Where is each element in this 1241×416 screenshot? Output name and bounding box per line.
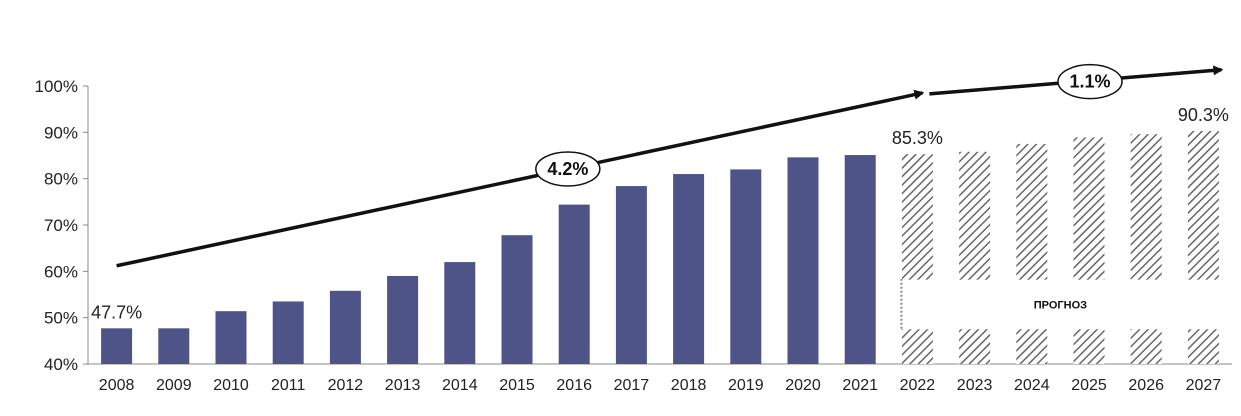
axes: 40% 50% 60% 70% 80% 90% 100% 2008 2009 2010 2011 20… xyxy=(35,77,1232,394)
x-tick-label: 2013 xyxy=(385,377,421,394)
forecast-bar xyxy=(901,154,933,364)
y-tick-label: 90% xyxy=(44,123,78,142)
bar xyxy=(387,275,419,364)
x-tick-label: 2021 xyxy=(842,377,878,394)
bar xyxy=(215,311,247,364)
bar xyxy=(730,169,762,364)
bar xyxy=(158,328,190,364)
y-tick-label: 60% xyxy=(44,262,78,281)
x-tick-label: 2024 xyxy=(1014,377,1050,394)
cagr-badge xyxy=(1057,63,1123,100)
x-tick-label: 2020 xyxy=(785,377,821,394)
forecast-band xyxy=(899,279,1221,330)
x-tick-label: 2011 xyxy=(271,377,306,394)
x-tick-label: 2023 xyxy=(957,377,993,394)
cagr-badge xyxy=(535,151,601,187)
x-tick-label: 2018 xyxy=(671,377,707,394)
x-tick-label: 2014 xyxy=(442,377,478,394)
data-label: 47.7% xyxy=(91,302,142,322)
bar xyxy=(673,174,705,364)
forecast-bar xyxy=(959,151,991,364)
x-tick-label: 2026 xyxy=(1128,377,1164,394)
y-tick-label: 100% xyxy=(35,77,78,96)
y-tick-label: 70% xyxy=(44,216,78,235)
x-tick-label: 2019 xyxy=(728,377,764,394)
x-tick-label: 2009 xyxy=(156,377,192,394)
x-tick-label: 2012 xyxy=(328,377,364,394)
cagr-label: 1.1% xyxy=(1069,72,1110,92)
y-tick-label: 50% xyxy=(44,309,78,328)
x-tick-label: 2008 xyxy=(99,377,135,394)
annotations: ПРОГНОЗ 47.7% 85.3% 90.3% 4.2% 1.1% xyxy=(91,63,1229,330)
data-label: 90.3% xyxy=(1178,105,1229,125)
forecast-band-edge xyxy=(900,279,903,330)
bar xyxy=(844,155,876,364)
bar xyxy=(272,301,304,364)
forecast-bar xyxy=(1130,134,1162,364)
x-tick-label: 2010 xyxy=(213,377,249,394)
bars xyxy=(101,130,1219,364)
bar xyxy=(615,186,647,364)
bar xyxy=(444,262,476,364)
data-label: 85.3% xyxy=(892,128,943,148)
forecast-bar xyxy=(1073,137,1105,364)
bar xyxy=(558,204,590,364)
x-tick-label: 2027 xyxy=(1186,377,1222,394)
y-tick-label: 40% xyxy=(44,355,78,374)
cagr-label: 4.2% xyxy=(547,159,588,179)
cagr-arrow xyxy=(116,89,925,268)
bar xyxy=(101,328,133,364)
forecast-bar xyxy=(1016,143,1048,364)
x-tick-label: 2015 xyxy=(499,377,535,394)
bar xyxy=(329,290,361,364)
x-tick-label: 2016 xyxy=(556,377,592,394)
bar xyxy=(501,235,533,364)
x-tick-label: 2017 xyxy=(614,377,650,394)
x-tick-label: 2025 xyxy=(1071,377,1107,394)
x-tick-label: 2022 xyxy=(900,377,936,394)
bar xyxy=(787,157,819,364)
forecast-label: ПРОГНОЗ xyxy=(1034,299,1087,311)
y-tick-label: 80% xyxy=(44,170,78,189)
